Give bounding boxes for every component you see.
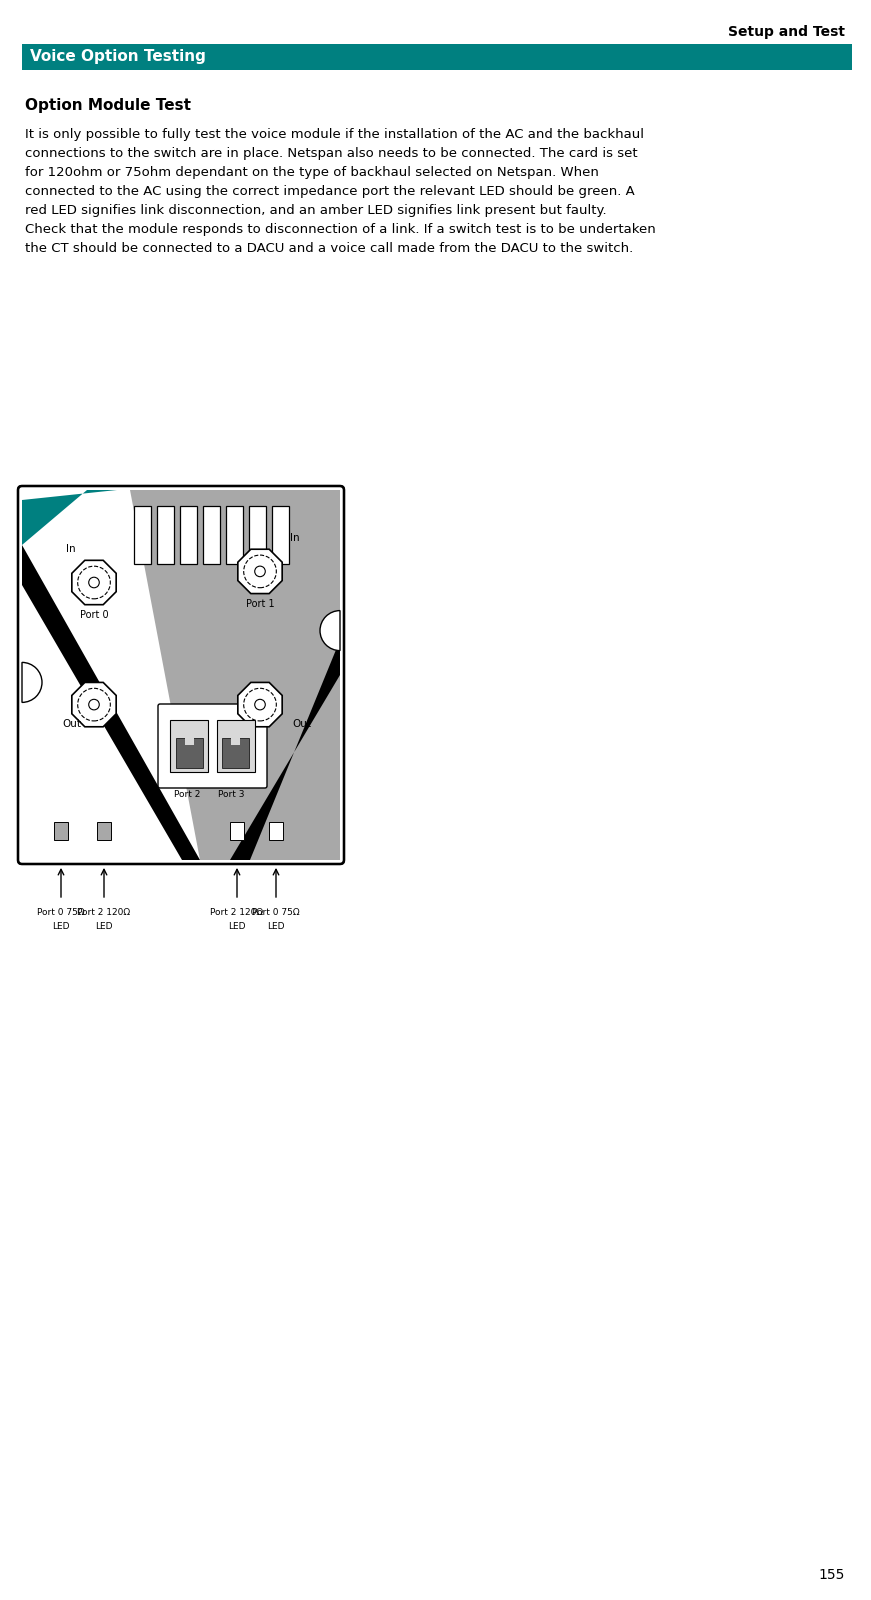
Text: Port 2 120Ω: Port 2 120Ω (211, 909, 264, 917)
Circle shape (78, 688, 111, 722)
Bar (171, 720, 208, 773)
Text: Port 0 75Ω: Port 0 75Ω (37, 909, 84, 917)
Bar (185, 738, 194, 746)
FancyBboxPatch shape (18, 486, 344, 864)
Polygon shape (71, 683, 116, 726)
Text: Out: Out (292, 718, 311, 728)
FancyBboxPatch shape (158, 704, 267, 787)
Wedge shape (22, 662, 42, 702)
Text: LED: LED (228, 922, 246, 931)
Bar (231, 738, 240, 746)
Circle shape (89, 699, 99, 710)
Circle shape (78, 566, 111, 598)
Polygon shape (22, 546, 200, 861)
Text: Port 3: Port 3 (218, 790, 244, 798)
Circle shape (254, 699, 266, 710)
Bar (269, 822, 283, 840)
Text: Port 1: Port 1 (246, 600, 274, 610)
Polygon shape (230, 640, 340, 861)
Bar (203, 506, 220, 565)
Bar (176, 738, 203, 768)
Text: In: In (290, 533, 300, 544)
Text: Port 2: Port 2 (174, 790, 200, 798)
Text: LED: LED (267, 922, 285, 931)
Bar (180, 506, 197, 565)
Polygon shape (71, 560, 116, 605)
Circle shape (244, 688, 276, 722)
Bar (226, 506, 243, 565)
Bar (134, 506, 151, 565)
Text: Out: Out (62, 718, 81, 728)
Text: Port 2 120Ω: Port 2 120Ω (78, 909, 131, 917)
Text: Voice Option Testing: Voice Option Testing (30, 50, 206, 64)
Polygon shape (238, 683, 282, 726)
Text: Setup and Test: Setup and Test (728, 26, 845, 38)
Polygon shape (130, 490, 340, 861)
Bar (157, 506, 174, 565)
Text: Port 0: Port 0 (79, 611, 108, 621)
Text: LED: LED (95, 922, 112, 931)
Bar (222, 738, 249, 768)
Bar (272, 506, 289, 565)
Bar (22, 43, 852, 70)
Text: Option Module Test: Option Module Test (25, 98, 191, 114)
Wedge shape (320, 611, 340, 651)
Text: Port 0 75Ω: Port 0 75Ω (253, 909, 300, 917)
Bar (54, 822, 68, 840)
Bar (249, 506, 266, 565)
Bar (217, 720, 254, 773)
Polygon shape (22, 490, 117, 546)
Circle shape (254, 566, 266, 576)
Text: LED: LED (52, 922, 70, 931)
Text: In: In (66, 544, 76, 555)
Polygon shape (238, 549, 282, 594)
Bar (230, 822, 244, 840)
Text: 155: 155 (819, 1568, 845, 1582)
Circle shape (89, 578, 99, 587)
Text: It is only possible to fully test the voice module if the installation of the AC: It is only possible to fully test the vo… (25, 128, 656, 254)
Bar (97, 822, 111, 840)
Circle shape (244, 555, 276, 587)
